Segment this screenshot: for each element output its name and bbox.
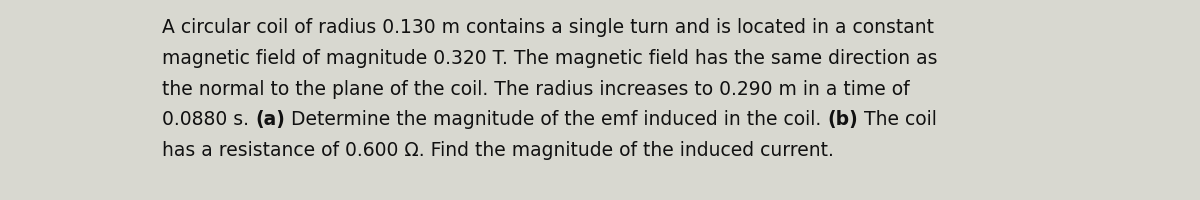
Text: The coil: The coil [858, 110, 937, 129]
Text: (b): (b) [827, 110, 858, 129]
Text: the normal to the plane of the coil. The radius increases to 0.290 m in a time o: the normal to the plane of the coil. The… [162, 80, 910, 99]
Text: (a): (a) [256, 110, 284, 129]
Text: magnetic field of magnitude 0.320 T. The magnetic field has the same direction a: magnetic field of magnitude 0.320 T. The… [162, 49, 937, 68]
Text: has a resistance of 0.600 Ω. Find the magnitude of the induced current.: has a resistance of 0.600 Ω. Find the ma… [162, 141, 834, 160]
Text: Determine the magnitude of the emf induced in the coil.: Determine the magnitude of the emf induc… [284, 110, 827, 129]
Text: A circular coil of radius 0.130 m contains a single turn and is located in a con: A circular coil of radius 0.130 m contai… [162, 18, 934, 37]
Text: 0.0880 s.: 0.0880 s. [162, 110, 256, 129]
